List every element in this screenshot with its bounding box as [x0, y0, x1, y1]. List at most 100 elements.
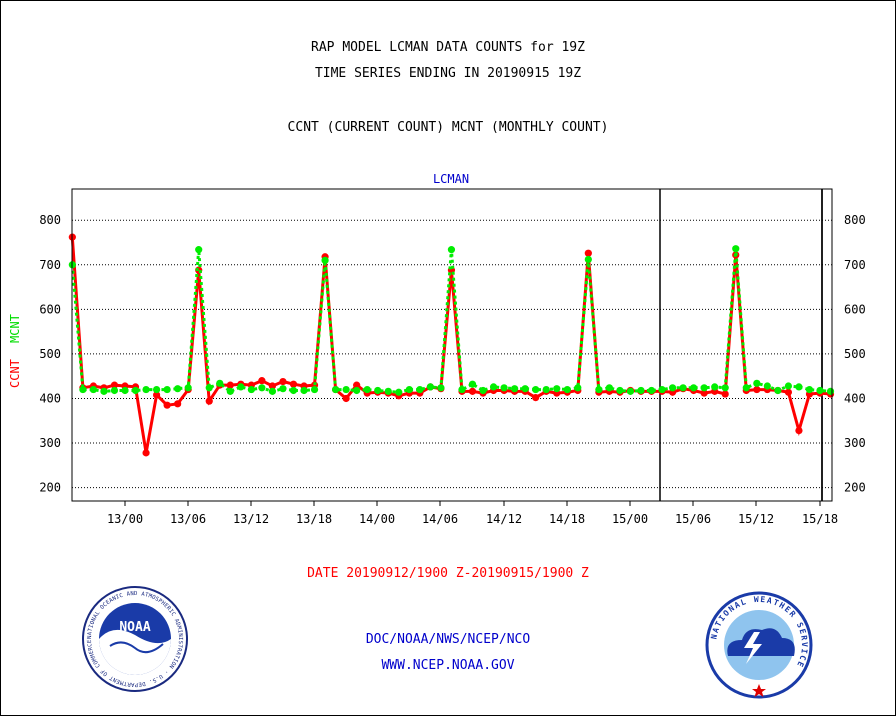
- y-tick-label-right: 300: [844, 436, 866, 450]
- data-point-ccnt: [258, 377, 266, 385]
- data-point-mcnt: [647, 386, 656, 395]
- data-point-mcnt: [753, 379, 761, 387]
- data-point-mcnt: [795, 383, 803, 391]
- data-point-ccnt: [142, 449, 150, 457]
- data-point-ccnt: [342, 394, 350, 403]
- data-point-mcnt: [700, 384, 708, 392]
- data-point-mcnt: [826, 387, 835, 395]
- series-layer: [68, 233, 835, 457]
- data-point-mcnt: [110, 386, 119, 395]
- data-point-mcnt: [247, 385, 255, 394]
- data-point-mcnt: [616, 386, 624, 395]
- agency-label: DOC/NOAA/NWS/NCEP/NCO: [365, 632, 531, 647]
- data-point-mcnt: [763, 382, 771, 390]
- nws-logo: NATIONAL WEATHER SERVICE: [705, 591, 813, 699]
- y-tick-label-right: 500: [844, 347, 866, 361]
- data-point-mcnt: [184, 384, 192, 392]
- data-point-ccnt: [110, 381, 119, 389]
- x-tick-label: 13/12: [233, 512, 269, 526]
- x-tick-label: 13/18: [296, 512, 332, 526]
- data-point-mcnt: [447, 246, 456, 254]
- data-point-mcnt: [268, 387, 277, 395]
- noaa-logo-text: NOAA: [119, 620, 150, 635]
- data-point-ccnt: [268, 382, 277, 390]
- y-tick-label-left: 400: [39, 391, 61, 405]
- y-tick-label-left: 200: [39, 481, 61, 495]
- x-tick-label: 14/12: [486, 512, 522, 526]
- y-tick-label-left: 600: [39, 302, 61, 316]
- grid-layer: [72, 189, 832, 501]
- x-tick-label: 14/06: [422, 512, 458, 526]
- data-point-mcnt: [342, 385, 350, 394]
- data-point-mcnt: [637, 386, 645, 395]
- y-tick-label-left: 800: [39, 213, 61, 227]
- data-point-mcnt: [742, 384, 750, 392]
- x-tick-label: 15/00: [612, 512, 648, 526]
- data-point-mcnt: [416, 385, 424, 394]
- data-point-mcnt: [258, 384, 266, 392]
- data-point-ccnt: [205, 397, 213, 405]
- data-point-mcnt: [774, 386, 782, 395]
- data-point-mcnt: [658, 385, 666, 394]
- data-point-ccnt: [700, 389, 708, 397]
- data-point-mcnt: [511, 385, 519, 393]
- axis-layer: 200 200 300 300 400 400 500 500 600 600 700 700 800 8…: [39, 213, 865, 526]
- chart-subtitle: CCNT (CURRENT COUNT) MCNT (MONTHLY COUNT…: [287, 120, 609, 135]
- data-point-mcnt: [353, 386, 361, 395]
- data-point-mcnt: [574, 384, 582, 392]
- data-point-mcnt: [605, 384, 613, 392]
- data-point-mcnt: [289, 386, 298, 395]
- data-point-mcnt: [542, 385, 550, 394]
- data-point-mcnt: [89, 385, 98, 394]
- noaa-logo: NATIONAL OCEANIC AND ATMOSPHERIC ADMINIS…: [82, 586, 188, 692]
- data-point-mcnt: [437, 384, 445, 392]
- data-point-mcnt: [668, 384, 677, 392]
- star-icon: [752, 684, 766, 697]
- plot-label: LCMAN: [433, 172, 469, 186]
- data-point-mcnt: [479, 386, 487, 395]
- data-point-mcnt: [690, 384, 698, 392]
- data-point-ccnt: [174, 400, 182, 408]
- y-tick-label-right: 400: [844, 391, 866, 405]
- data-point-mcnt: [458, 385, 466, 394]
- data-point-mcnt: [626, 387, 635, 395]
- data-point-mcnt: [395, 388, 403, 396]
- y-tick-label-left: 300: [39, 436, 61, 450]
- data-point-mcnt: [310, 385, 319, 394]
- x-tick-label: 15/06: [675, 512, 711, 526]
- data-point-ccnt: [279, 377, 287, 386]
- data-point-ccnt: [353, 381, 361, 389]
- date-range: DATE 20190912/1900 Z-20190915/1900 Z: [307, 566, 589, 581]
- data-point-mcnt: [721, 384, 729, 392]
- data-point-mcnt: [711, 383, 719, 391]
- data-point-ccnt: [289, 380, 298, 388]
- data-point-mcnt: [563, 385, 571, 394]
- data-point-mcnt: [279, 385, 287, 393]
- data-point-mcnt: [363, 385, 371, 394]
- data-point-mcnt: [216, 379, 224, 387]
- y-tick-label-left: 500: [39, 347, 61, 361]
- data-point-ccnt: [795, 426, 803, 435]
- data-point-mcnt: [321, 256, 329, 264]
- x-tick-label: 14/18: [549, 512, 585, 526]
- chart-title-line-2: TIME SERIES ENDING IN 20190915 19Z: [314, 66, 582, 81]
- chart-title-line-1: RAP MODEL LCMAN DATA COUNTS for 19Z: [311, 40, 585, 55]
- y-tick-label-right: 200: [844, 481, 866, 495]
- ylabel-ccnt: CCNT: [8, 359, 22, 388]
- x-tick-label: 15/18: [802, 512, 838, 526]
- data-point-mcnt: [595, 385, 603, 394]
- data-point-mcnt: [142, 385, 150, 394]
- data-point-ccnt: [163, 401, 171, 409]
- website-link[interactable]: WWW.NCEP.NOAA.GOV: [381, 658, 515, 673]
- data-point-mcnt: [195, 246, 203, 254]
- data-point-mcnt: [732, 245, 740, 253]
- y-tick-label-right: 800: [844, 213, 866, 227]
- data-point-mcnt: [405, 385, 413, 394]
- data-point-mcnt: [426, 383, 434, 391]
- data-point-mcnt: [553, 385, 561, 393]
- data-point-mcnt: [100, 387, 108, 395]
- data-point-mcnt: [152, 385, 161, 394]
- data-point-mcnt: [584, 255, 592, 264]
- data-point-mcnt: [163, 385, 171, 394]
